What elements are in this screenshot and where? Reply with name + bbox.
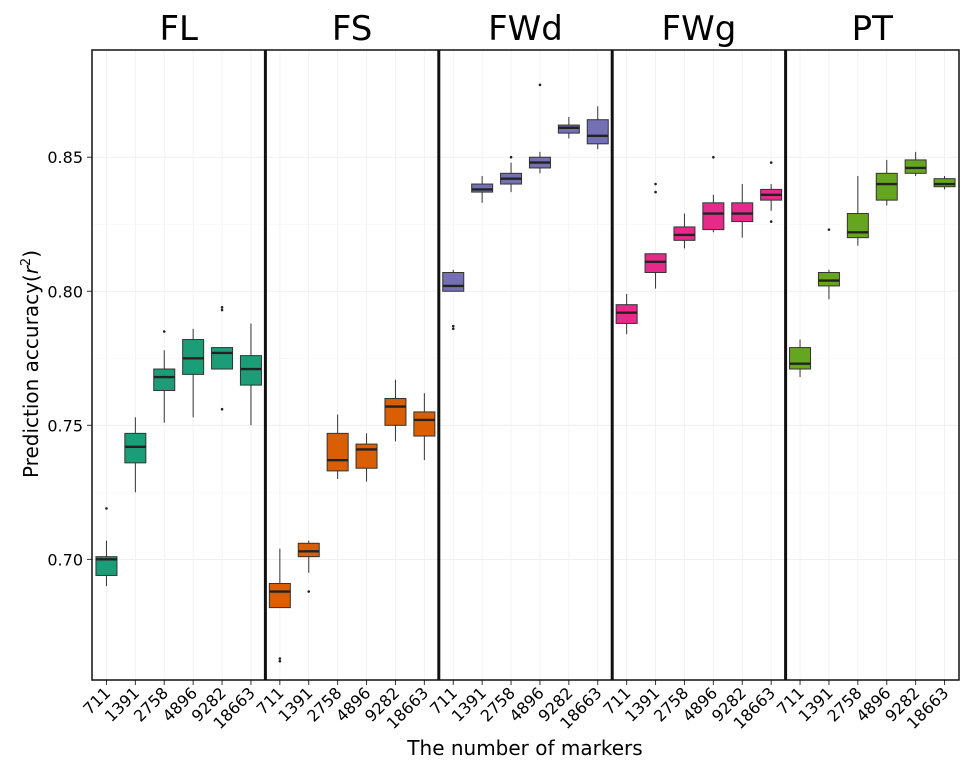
box-iqr	[182, 339, 205, 375]
box-fs-9282	[384, 379, 407, 442]
box-fl-4896	[182, 328, 205, 418]
facet-title-fwd: FWd	[488, 9, 563, 49]
box-pt-9282	[904, 151, 927, 176]
box-fl-711	[95, 507, 118, 587]
box-pt-1391	[817, 228, 840, 300]
outlier-point	[451, 324, 455, 328]
box-iqr	[875, 172, 898, 201]
facet-title-fl: FL	[159, 9, 198, 49]
y-tick-label: 0.70	[47, 550, 83, 569]
outlier-point	[654, 182, 657, 186]
box-fs-4896	[355, 433, 378, 482]
box-fwd-1391	[471, 176, 494, 203]
y-axis-title: Prediction accuracy(r2)	[19, 250, 43, 478]
facet-title-fwg: FWg	[662, 9, 737, 49]
outlier-point	[220, 308, 224, 312]
box-fwg-4896	[702, 155, 725, 233]
box-fwg-9282	[731, 184, 754, 238]
box-pt-18663	[933, 176, 956, 190]
box-iqr	[471, 183, 494, 193]
box-iqr	[442, 272, 465, 292]
box-iqr	[413, 411, 436, 437]
box-iqr	[586, 119, 609, 145]
facet-title-fs: FS	[332, 9, 373, 49]
box-fwd-4896	[528, 83, 551, 174]
box-pt-2758	[846, 176, 869, 246]
box-iqr	[355, 443, 378, 469]
box-iqr	[153, 368, 176, 391]
plot-border	[91, 49, 960, 681]
y-tick-label: 0.85	[47, 148, 83, 167]
box-iqr	[933, 178, 956, 188]
box-fwg-711	[615, 293, 638, 335]
outlier-point	[220, 306, 224, 309]
box-fwg-18663	[760, 161, 783, 223]
box-fwd-711	[442, 269, 465, 331]
box-iqr	[817, 272, 840, 287]
box-iqr	[557, 124, 580, 134]
box-iqr	[95, 556, 118, 576]
box-iqr	[702, 202, 725, 231]
outlier-point	[712, 155, 715, 159]
outlier-point	[105, 507, 108, 510]
box-fs-711	[268, 548, 291, 663]
facet-title-pt: PT	[852, 9, 894, 49]
box-fwd-9282	[557, 117, 580, 139]
outlier-point	[307, 590, 311, 593]
box-iqr	[673, 226, 696, 241]
box-fs-18663	[413, 393, 436, 461]
x-axis-title: The number of markers	[406, 736, 642, 760]
box-fwd-2758	[500, 155, 523, 193]
box-fl-9282	[211, 306, 234, 411]
box-iqr	[124, 432, 147, 464]
box-iqr	[904, 159, 927, 174]
box-iqr	[644, 253, 667, 274]
outlier-point	[278, 659, 282, 663]
y-tick-label: 0.75	[47, 416, 83, 435]
outlier-point	[769, 161, 773, 164]
outlier-point	[278, 657, 282, 660]
box-pt-4896	[875, 159, 898, 206]
box-iqr	[731, 202, 754, 223]
outlier-point	[654, 190, 657, 194]
box-fs-1391	[297, 540, 320, 593]
box-fl-1391	[124, 417, 147, 493]
box-fwg-1391	[644, 182, 667, 289]
box-iqr	[268, 582, 291, 609]
outlier-point	[220, 407, 224, 411]
box-iqr	[297, 542, 320, 558]
box-fwd-18663	[586, 106, 609, 150]
outlier-point	[827, 228, 831, 231]
box-iqr	[326, 432, 349, 472]
box-fwg-2758	[673, 213, 696, 249]
box-iqr	[211, 347, 234, 370]
box-iqr	[846, 213, 869, 239]
box-iqr	[384, 398, 407, 426]
outlier-point	[769, 220, 773, 223]
outlier-point	[538, 83, 542, 87]
outlier-point	[451, 327, 455, 331]
box-pt-711	[789, 339, 812, 378]
box-iqr	[615, 304, 638, 324]
box-fs-2758	[326, 414, 349, 479]
box-iqr	[789, 347, 812, 370]
outlier-point	[162, 330, 166, 333]
box-fl-18663	[239, 323, 262, 426]
box-iqr	[239, 355, 262, 386]
y-tick-label: 0.80	[47, 282, 83, 301]
box-fl-2758	[153, 330, 176, 423]
outlier-point	[509, 155, 513, 159]
